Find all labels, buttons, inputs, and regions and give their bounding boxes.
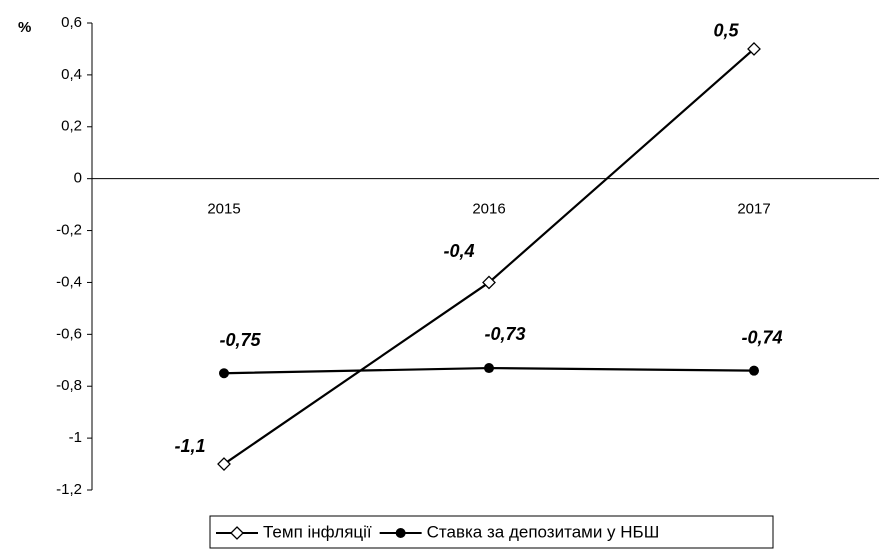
marker [747,42,761,56]
value-label: -0,75 [219,330,261,350]
x-tick-label: 2016 [472,201,505,218]
y-axis-label: % [18,19,31,36]
legend-label: Темп інфляції [263,522,372,541]
y-tick-label: -0,4 [56,273,82,290]
legend-label: Ставка за депозитами у НБШ [427,522,660,541]
y-tick-label: 0,2 [61,118,82,135]
value-label: -1,1 [174,436,205,456]
y-tick-label: 0 [74,170,82,187]
y-tick-label: -1,2 [56,481,82,498]
marker [749,365,759,376]
value-label: 0,5 [713,21,739,41]
marker [482,275,496,290]
x-tick-label: 2015 [207,201,240,218]
legend-box [209,515,774,549]
y-tick-label: 0,4 [61,66,82,83]
legend-marker [395,528,406,538]
value-label: -0,73 [484,324,525,344]
series-line [223,48,755,465]
y-tick-label: -0,2 [56,222,82,239]
x-tick-label: 2017 [737,201,770,218]
marker [219,368,229,379]
y-tick-label: -0,6 [56,325,82,342]
value-label: -0,4 [443,241,474,261]
value-label: -0,74 [741,327,782,347]
marker [484,363,494,374]
y-tick-label: 0,6 [61,14,82,31]
legend-marker [230,526,244,540]
y-tick-label: -1 [69,429,82,446]
marker [217,457,231,471]
y-tick-label: -0,8 [56,377,82,394]
